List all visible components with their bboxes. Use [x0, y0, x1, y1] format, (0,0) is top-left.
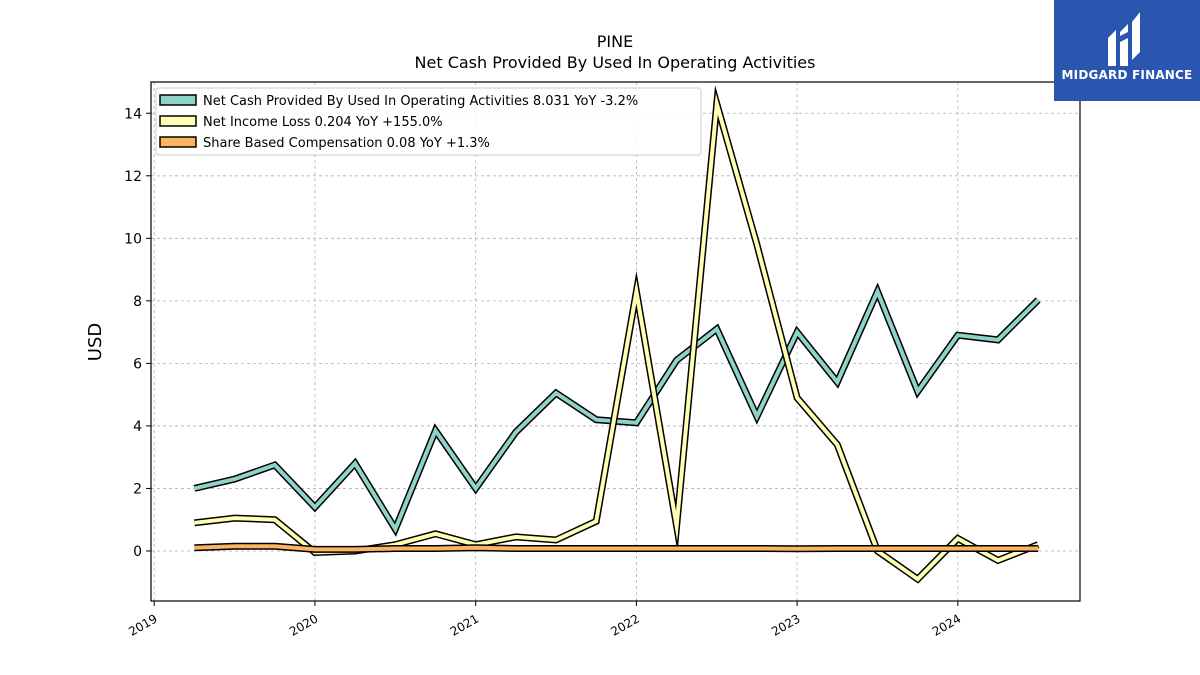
series-line — [194, 544, 1039, 552]
x-tick-label: 2019 — [126, 611, 159, 638]
legend-label: Net Cash Provided By Used In Operating A… — [203, 94, 638, 109]
legend-label: Share Based Compensation 0.08 YoY +1.3% — [203, 136, 490, 151]
series-lines — [193, 85, 1041, 584]
logo-text: MIDGARD FINANCE — [1061, 68, 1193, 82]
plot-frame — [150, 81, 1081, 602]
legend-label: Net Income Loss 0.204 YoY +155.0% — [203, 115, 443, 130]
y-tick-label: 2 — [133, 481, 142, 497]
legend-swatch — [159, 115, 197, 127]
y-tick-label: 10 — [124, 231, 142, 247]
y-tick-label: 12 — [124, 169, 142, 185]
grid — [151, 82, 1080, 601]
midgard-finance-logo: MIDGARD FINANCE — [1054, 0, 1200, 101]
y-tick-label: 8 — [133, 294, 142, 310]
series-line — [194, 93, 1039, 582]
y-axis-label: USD — [85, 323, 106, 361]
axes: 0 2 4 6 8 10 12 14 2019 2020 2021 2022 2023 2024 — [124, 106, 963, 639]
legend-entry: Net Income Loss 0.204 YoY +155.0% — [159, 115, 443, 130]
series-3 — [194, 542, 1039, 553]
x-tick-label: 2023 — [769, 611, 802, 638]
legend-box — [155, 87, 702, 156]
legend-swatch — [159, 136, 197, 148]
x-tick-label: 2020 — [287, 611, 320, 638]
y-tick-label: 6 — [133, 356, 142, 372]
y-tick-label: 0 — [133, 544, 142, 560]
series-2 — [193, 85, 1040, 584]
y-tick-label: 14 — [124, 106, 142, 122]
x-tick-label: 2021 — [448, 611, 481, 638]
series-outline — [193, 85, 1040, 584]
x-tick-label: 2024 — [930, 611, 963, 638]
chart-subtitle: Net Cash Provided By Used In Operating A… — [415, 53, 816, 72]
y-tick-label: 4 — [133, 419, 142, 435]
legend-entry: Net Cash Provided By Used In Operating A… — [159, 94, 638, 109]
logo-mark-icon — [1108, 12, 1140, 66]
legend-swatch — [159, 94, 197, 106]
chart-title: PINE — [597, 32, 633, 51]
legend-entry: Share Based Compensation 0.08 YoY +1.3% — [159, 136, 490, 151]
legend: Net Cash Provided By Used In Operating A… — [155, 87, 702, 156]
x-tick-label: 2022 — [608, 611, 641, 638]
